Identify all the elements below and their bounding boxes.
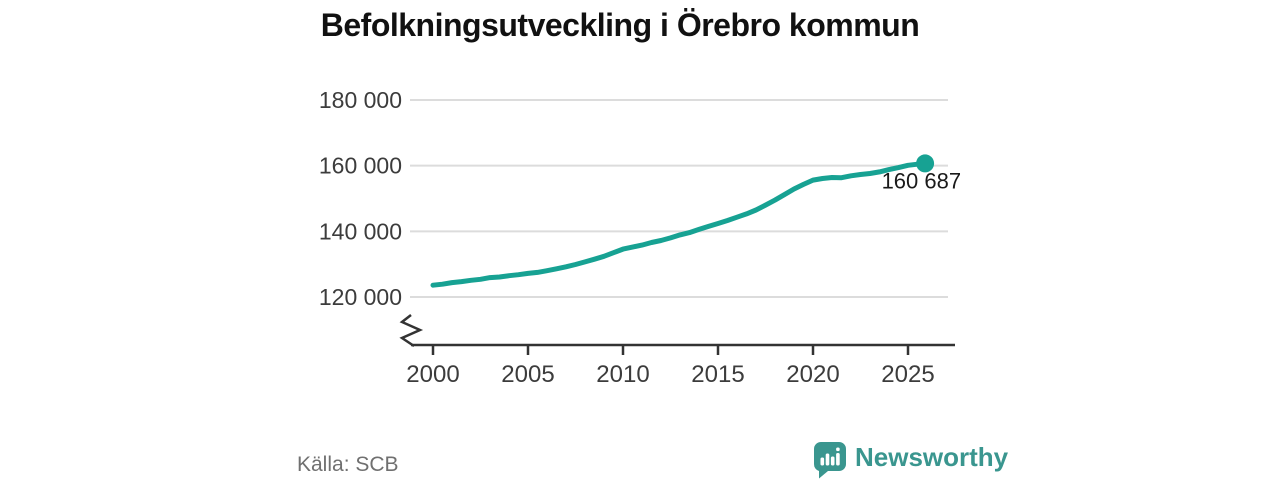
y-axis-tick-label: 160 000: [319, 153, 402, 179]
source-label: Källa: SCB: [297, 453, 399, 476]
x-axis-tick-label: 2020: [786, 361, 839, 388]
latest-value-label: 160 687: [882, 168, 962, 193]
x-axis-tick-label: 2025: [881, 361, 934, 388]
y-axis-tick-label: 180 000: [319, 87, 402, 113]
x-axis-tick-label: 2005: [501, 361, 554, 388]
newsworthy-logo: Newsworthy: [813, 441, 1008, 479]
bar-1: [820, 457, 825, 466]
exclamation-bar: [836, 453, 840, 466]
chart-title: Befolkningsutveckling i Örebro kommun: [320, 7, 920, 43]
population-line: [430, 160, 928, 288]
x-axis-tick-label: 2015: [691, 361, 744, 388]
axis-break-zigzag: [399, 314, 424, 348]
newsworthy-logo-icon: [813, 442, 846, 479]
speech-bubble-shape: [813, 442, 846, 479]
y-axis-tick-label: 120 000: [319, 284, 402, 310]
bar-3: [830, 456, 835, 466]
x-axis-tick-label: 2000: [406, 361, 459, 388]
latest-value-dot: [916, 154, 935, 173]
exclamation-dot: [836, 447, 840, 452]
bar-2: [825, 453, 830, 466]
newsworthy-wordmark: Newsworthy: [855, 442, 1009, 472]
x-axis-tick-label: 2010: [596, 361, 649, 388]
y-axis-tick-label: 140 000: [319, 218, 402, 244]
